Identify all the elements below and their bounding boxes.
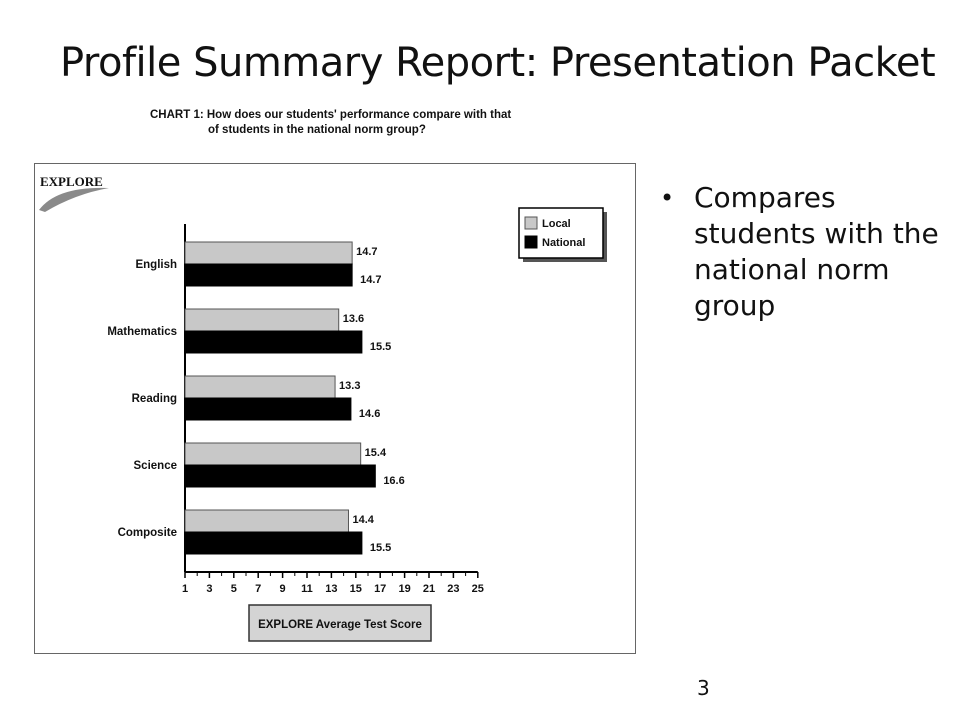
x-tick-label: 17 [374,583,386,595]
data-label-national: 15.5 [370,542,391,554]
bar-national-mathematics [184,330,363,354]
data-label-local: 15.4 [365,447,387,459]
bar-national-science [184,464,376,488]
page-number: 3 [697,676,710,700]
x-tick-label: 11 [301,583,313,595]
data-label-local: 14.4 [352,514,374,526]
legend-swatch-local [524,216,538,230]
category-label-english: English [135,259,177,271]
bullet-text: Compares students with the national norm… [694,181,939,322]
slide-title: Profile Summary Report: Presentation Pac… [60,40,936,86]
x-tick-label: 9 [280,583,286,595]
data-label-national: 14.7 [360,274,381,286]
data-label-local: 14.7 [356,246,377,258]
bar-local-composite [184,509,349,533]
data-label-local: 13.6 [343,313,364,325]
x-tick-label: 3 [206,583,212,595]
legend-label-local: Local [542,218,571,230]
bar-national-reading [184,397,352,421]
x-tick-label: 1 [182,583,188,595]
explore-logo-swoosh-icon [39,187,109,212]
data-label-national: 15.5 [370,341,391,353]
bar-local-reading [184,375,336,399]
x-tick-label: 15 [350,583,362,595]
legend-swatch-national [524,235,538,249]
x-axis-title: EXPLORE Average Test Score [258,619,422,631]
x-tick-label: 5 [231,583,237,595]
bar-national-english [184,263,353,287]
bar-local-mathematics [184,308,340,332]
bullet-list: • Compares students with the national no… [660,180,940,324]
chart-caption-line-1: CHART 1: How does our students' performa… [150,109,512,121]
chart-caption-line-2: of students in the national norm group? [208,124,426,136]
x-tick-label: 7 [255,583,261,595]
category-label-composite: Composite [118,527,177,539]
x-tick-label: 13 [325,583,337,595]
bullet-item: • Compares students with the national no… [660,180,940,324]
category-label-mathematics: Mathematics [107,326,177,338]
bar-national-composite [184,531,363,555]
x-tick-label: 23 [447,583,459,595]
x-tick-label: 19 [398,583,410,595]
bullet-dot-icon: • [660,184,675,212]
x-tick-label: 25 [472,583,484,595]
chart-caption: CHART 1: How does our students' performa… [150,108,511,138]
legend-box [518,207,604,259]
data-label-national: 14.6 [359,408,380,420]
legend-label-national: National [542,237,585,249]
category-label-reading: Reading [132,393,177,405]
x-axis-title-box [248,604,432,642]
category-label-science: Science [134,460,177,472]
x-tick-label: 21 [423,583,435,595]
bar-local-science [184,442,362,466]
data-label-national: 16.6 [383,475,404,487]
data-label-local: 13.3 [339,380,360,392]
bar-local-english [184,241,353,265]
chart-frame: EXPLORE 1 3 5 7 9 11 13 15 17 19 21 23 25 English 14.7 1… [34,163,636,654]
explore-logo-text: EXPLORE [40,174,103,189]
